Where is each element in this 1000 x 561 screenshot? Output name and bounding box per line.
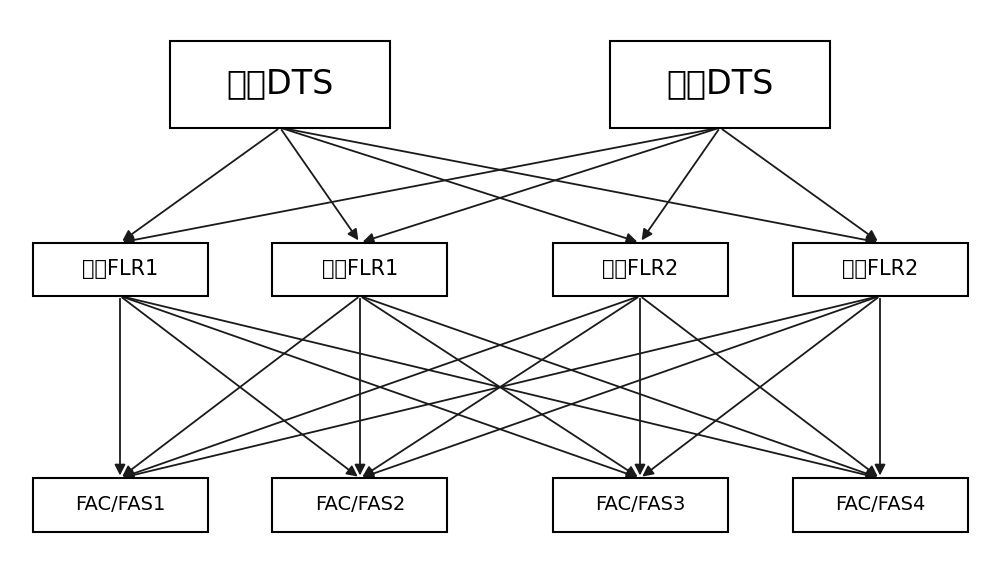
Text: FAC/FAS2: FAC/FAS2: [315, 495, 405, 514]
FancyBboxPatch shape: [792, 242, 968, 296]
Text: 备用FLR1: 备用FLR1: [322, 259, 398, 279]
FancyBboxPatch shape: [610, 41, 830, 128]
Text: FAC/FAS4: FAC/FAS4: [835, 495, 925, 514]
Text: 备用DTS: 备用DTS: [666, 68, 774, 100]
Text: FAC/FAS3: FAC/FAS3: [595, 495, 685, 514]
FancyBboxPatch shape: [552, 478, 728, 532]
FancyBboxPatch shape: [272, 478, 447, 532]
FancyBboxPatch shape: [552, 242, 728, 296]
FancyBboxPatch shape: [170, 41, 390, 128]
FancyBboxPatch shape: [272, 242, 447, 296]
Text: 主用DTS: 主用DTS: [226, 68, 334, 100]
FancyBboxPatch shape: [32, 242, 208, 296]
Text: 主用FLR2: 主用FLR2: [602, 259, 678, 279]
Text: 主用FLR1: 主用FLR1: [82, 259, 158, 279]
Text: 主用FLR2: 主用FLR2: [842, 259, 918, 279]
FancyBboxPatch shape: [792, 478, 968, 532]
Text: FAC/FAS1: FAC/FAS1: [75, 495, 165, 514]
FancyBboxPatch shape: [32, 478, 208, 532]
